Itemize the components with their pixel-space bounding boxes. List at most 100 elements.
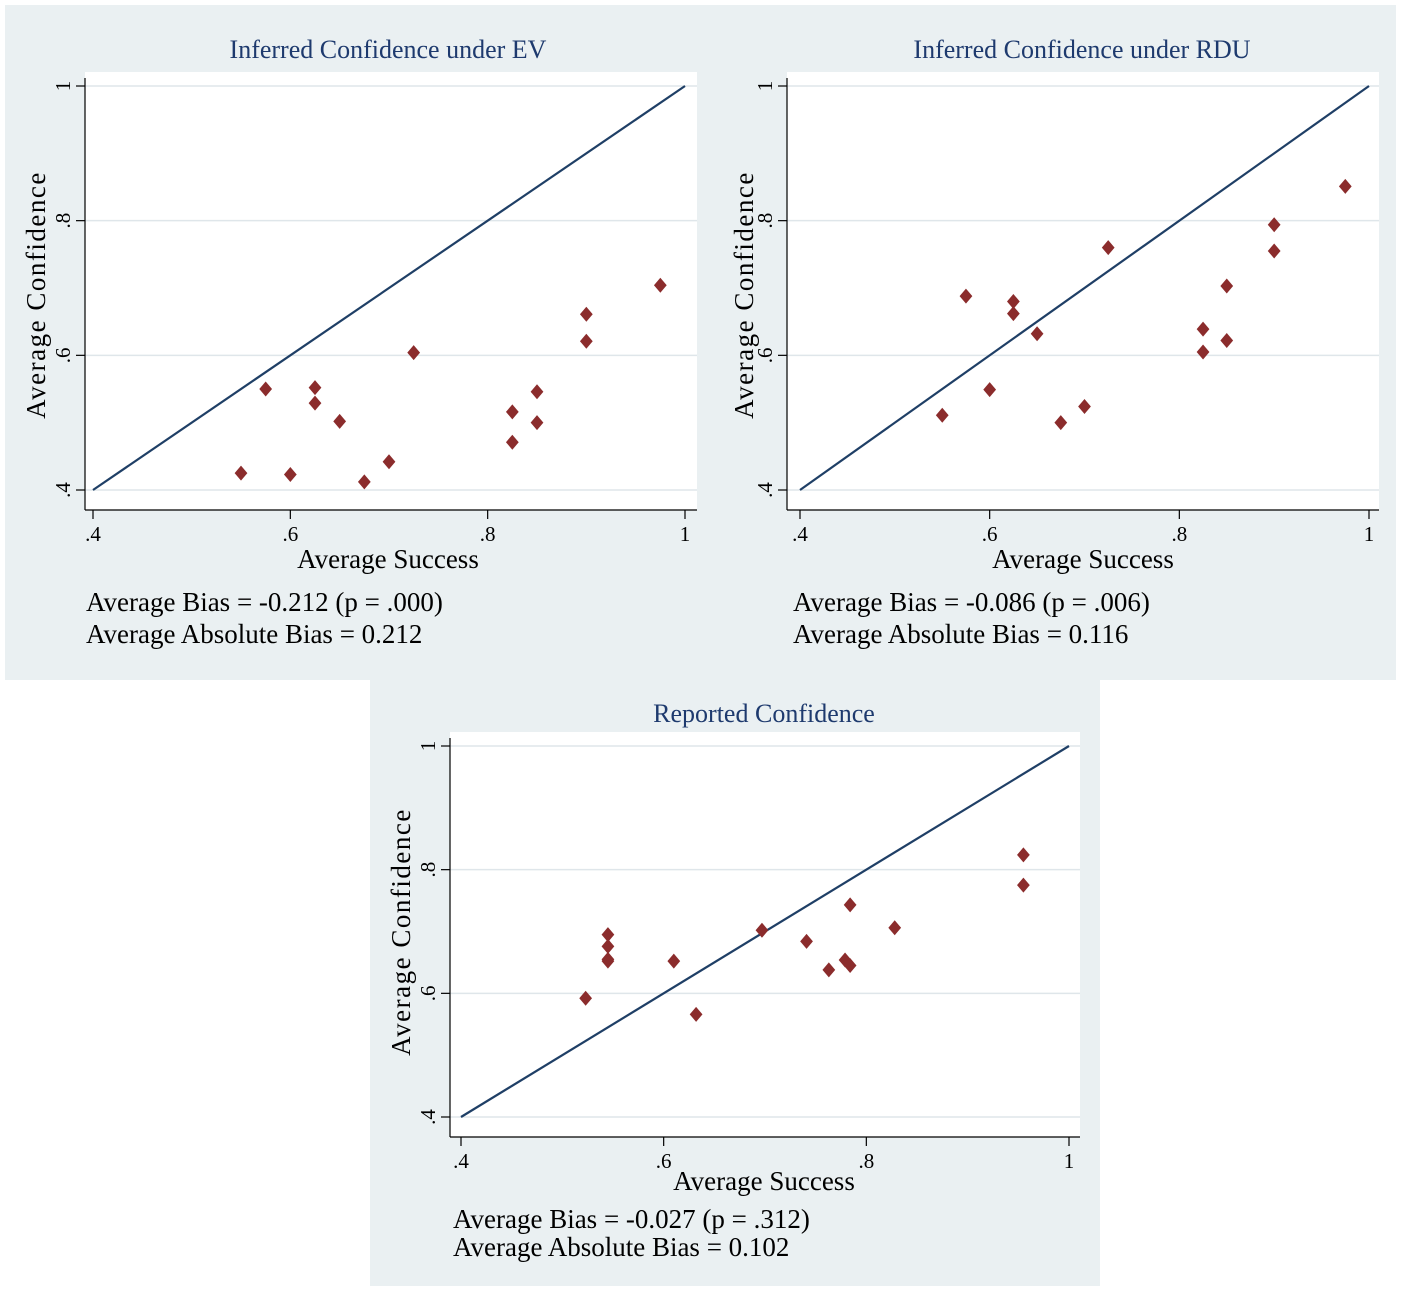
x-tick-label: .4 — [792, 522, 808, 546]
x-tick-label: 1 — [680, 522, 691, 546]
x-tick-label: .6 — [656, 1149, 672, 1173]
axes: .4 .4 .6 .6 .8 .8 1 1 — [416, 738, 1080, 1173]
grid-lines — [787, 85, 1379, 491]
x-axis-label: Average Success — [297, 544, 479, 574]
data-point — [601, 938, 615, 954]
y-tick-label: .4 — [753, 482, 777, 498]
x-tick-label: .6 — [982, 522, 998, 546]
data-point — [579, 333, 593, 349]
data-point — [382, 454, 396, 470]
plot-area — [85, 72, 697, 510]
y-axis-label: Average Confidence — [21, 171, 51, 419]
axes: .4 .4 .6 .6 .8 .8 1 1 — [51, 78, 697, 546]
data-point — [530, 415, 544, 431]
grid-lines — [450, 745, 1080, 1118]
data-point — [800, 933, 813, 949]
data-point — [601, 927, 615, 943]
data-point — [357, 474, 371, 490]
annotation-average-absolute-bias: Average Absolute Bias = 0.212 — [86, 619, 422, 649]
y-tick-label: .8 — [416, 862, 440, 878]
data-point — [1267, 243, 1281, 259]
grid-lines — [85, 85, 697, 491]
x-tick-label: .4 — [453, 1149, 469, 1173]
chart-panel-reported: .4 .4 .6 .6 .8 .8 1 1 Reported Confidence Avera… — [370, 680, 1100, 1286]
data-point — [1101, 240, 1115, 256]
data-point — [530, 384, 544, 400]
x-tick-label: 1 — [1064, 1149, 1075, 1173]
data-point — [407, 345, 421, 361]
data-points — [234, 277, 667, 490]
data-point — [822, 962, 836, 978]
reference-line — [92, 85, 686, 491]
data-point — [259, 381, 273, 397]
x-tick-label: .8 — [480, 522, 496, 546]
y-tick-label: .4 — [416, 1109, 440, 1125]
annotation-average-bias: Average Bias = -0.212 (p = .000) — [86, 587, 443, 617]
data-point — [1017, 877, 1030, 893]
y-tick-label: .6 — [416, 985, 440, 1001]
data-point — [283, 467, 297, 483]
chart-ev: .4 .4 .6 .6 .8 .8 1 1 Inferred Confidence under… — [5, 5, 697, 680]
chart-title: Reported Confidence — [653, 699, 875, 728]
plot-area — [450, 732, 1080, 1137]
chart-reported: .4 .4 .6 .6 .8 .8 1 1 Reported Confidence Avera… — [370, 680, 1100, 1286]
data-point — [1220, 278, 1234, 294]
annotation-average-bias: Average Bias = -0.027 (p = .312) — [453, 1204, 810, 1234]
data-points — [935, 178, 1352, 431]
x-tick-label: .4 — [85, 522, 101, 546]
chart-title: Inferred Confidence under RDU — [913, 35, 1250, 64]
plot-area — [787, 72, 1379, 510]
data-point — [1078, 399, 1091, 415]
x-tick-label: .8 — [858, 1149, 874, 1173]
data-point — [1338, 178, 1352, 194]
data-point — [1017, 847, 1030, 863]
data-point — [653, 277, 667, 293]
axes: .4 .4 .6 .6 .8 .8 1 1 — [753, 78, 1379, 546]
data-point — [333, 413, 347, 429]
data-point — [601, 953, 615, 969]
y-tick-label: .6 — [753, 347, 777, 363]
data-point — [983, 382, 997, 398]
chart-panel-ev: .4 .4 .6 .6 .8 .8 1 1 Inferred Confidence under… — [5, 5, 697, 680]
data-point — [505, 434, 519, 450]
data-point — [755, 922, 769, 938]
y-axis-label: Average Confidence — [729, 171, 759, 419]
annotation-average-absolute-bias: Average Absolute Bias = 0.116 — [793, 619, 1128, 649]
x-tick-label: 1 — [1364, 522, 1375, 546]
data-point — [1007, 293, 1020, 309]
chart-rdu: .4 .4 .6 .6 .8 .8 1 1 Inferred Confidence under… — [697, 5, 1396, 680]
data-point — [667, 953, 681, 969]
data-point — [1054, 415, 1068, 431]
data-point — [308, 380, 322, 396]
y-axis-label: Average Confidence — [386, 808, 416, 1056]
data-point — [1030, 326, 1044, 342]
data-point — [838, 952, 852, 968]
x-axis-label: Average Success — [673, 1166, 855, 1196]
chart-title: Inferred Confidence under EV — [230, 35, 547, 64]
chart-panel-rdu: .4 .4 .6 .6 .8 .8 1 1 Inferred Confidence under… — [697, 5, 1396, 680]
data-point — [959, 288, 973, 304]
data-points — [579, 847, 1030, 1022]
reference-line — [799, 85, 1370, 491]
data-point — [234, 465, 248, 481]
y-tick-label: .8 — [753, 213, 777, 229]
data-point — [579, 990, 593, 1006]
annotation-average-absolute-bias: Average Absolute Bias = 0.102 — [453, 1232, 789, 1262]
y-tick-label: 1 — [51, 81, 75, 92]
data-point — [1007, 306, 1020, 322]
y-tick-label: .8 — [51, 213, 75, 229]
y-tick-label: .6 — [51, 347, 75, 363]
data-point — [935, 407, 949, 423]
data-point — [843, 958, 857, 974]
x-tick-label: .6 — [282, 522, 298, 546]
x-tick-label: .8 — [1171, 522, 1187, 546]
y-tick-label: 1 — [753, 81, 777, 92]
data-point — [1220, 333, 1234, 349]
data-point — [505, 404, 519, 420]
data-point — [579, 306, 593, 322]
annotation-average-bias: Average Bias = -0.086 (p = .006) — [793, 587, 1150, 617]
y-tick-label: .4 — [51, 482, 75, 498]
data-point — [888, 920, 902, 936]
data-point — [843, 897, 857, 913]
data-point — [308, 395, 322, 411]
